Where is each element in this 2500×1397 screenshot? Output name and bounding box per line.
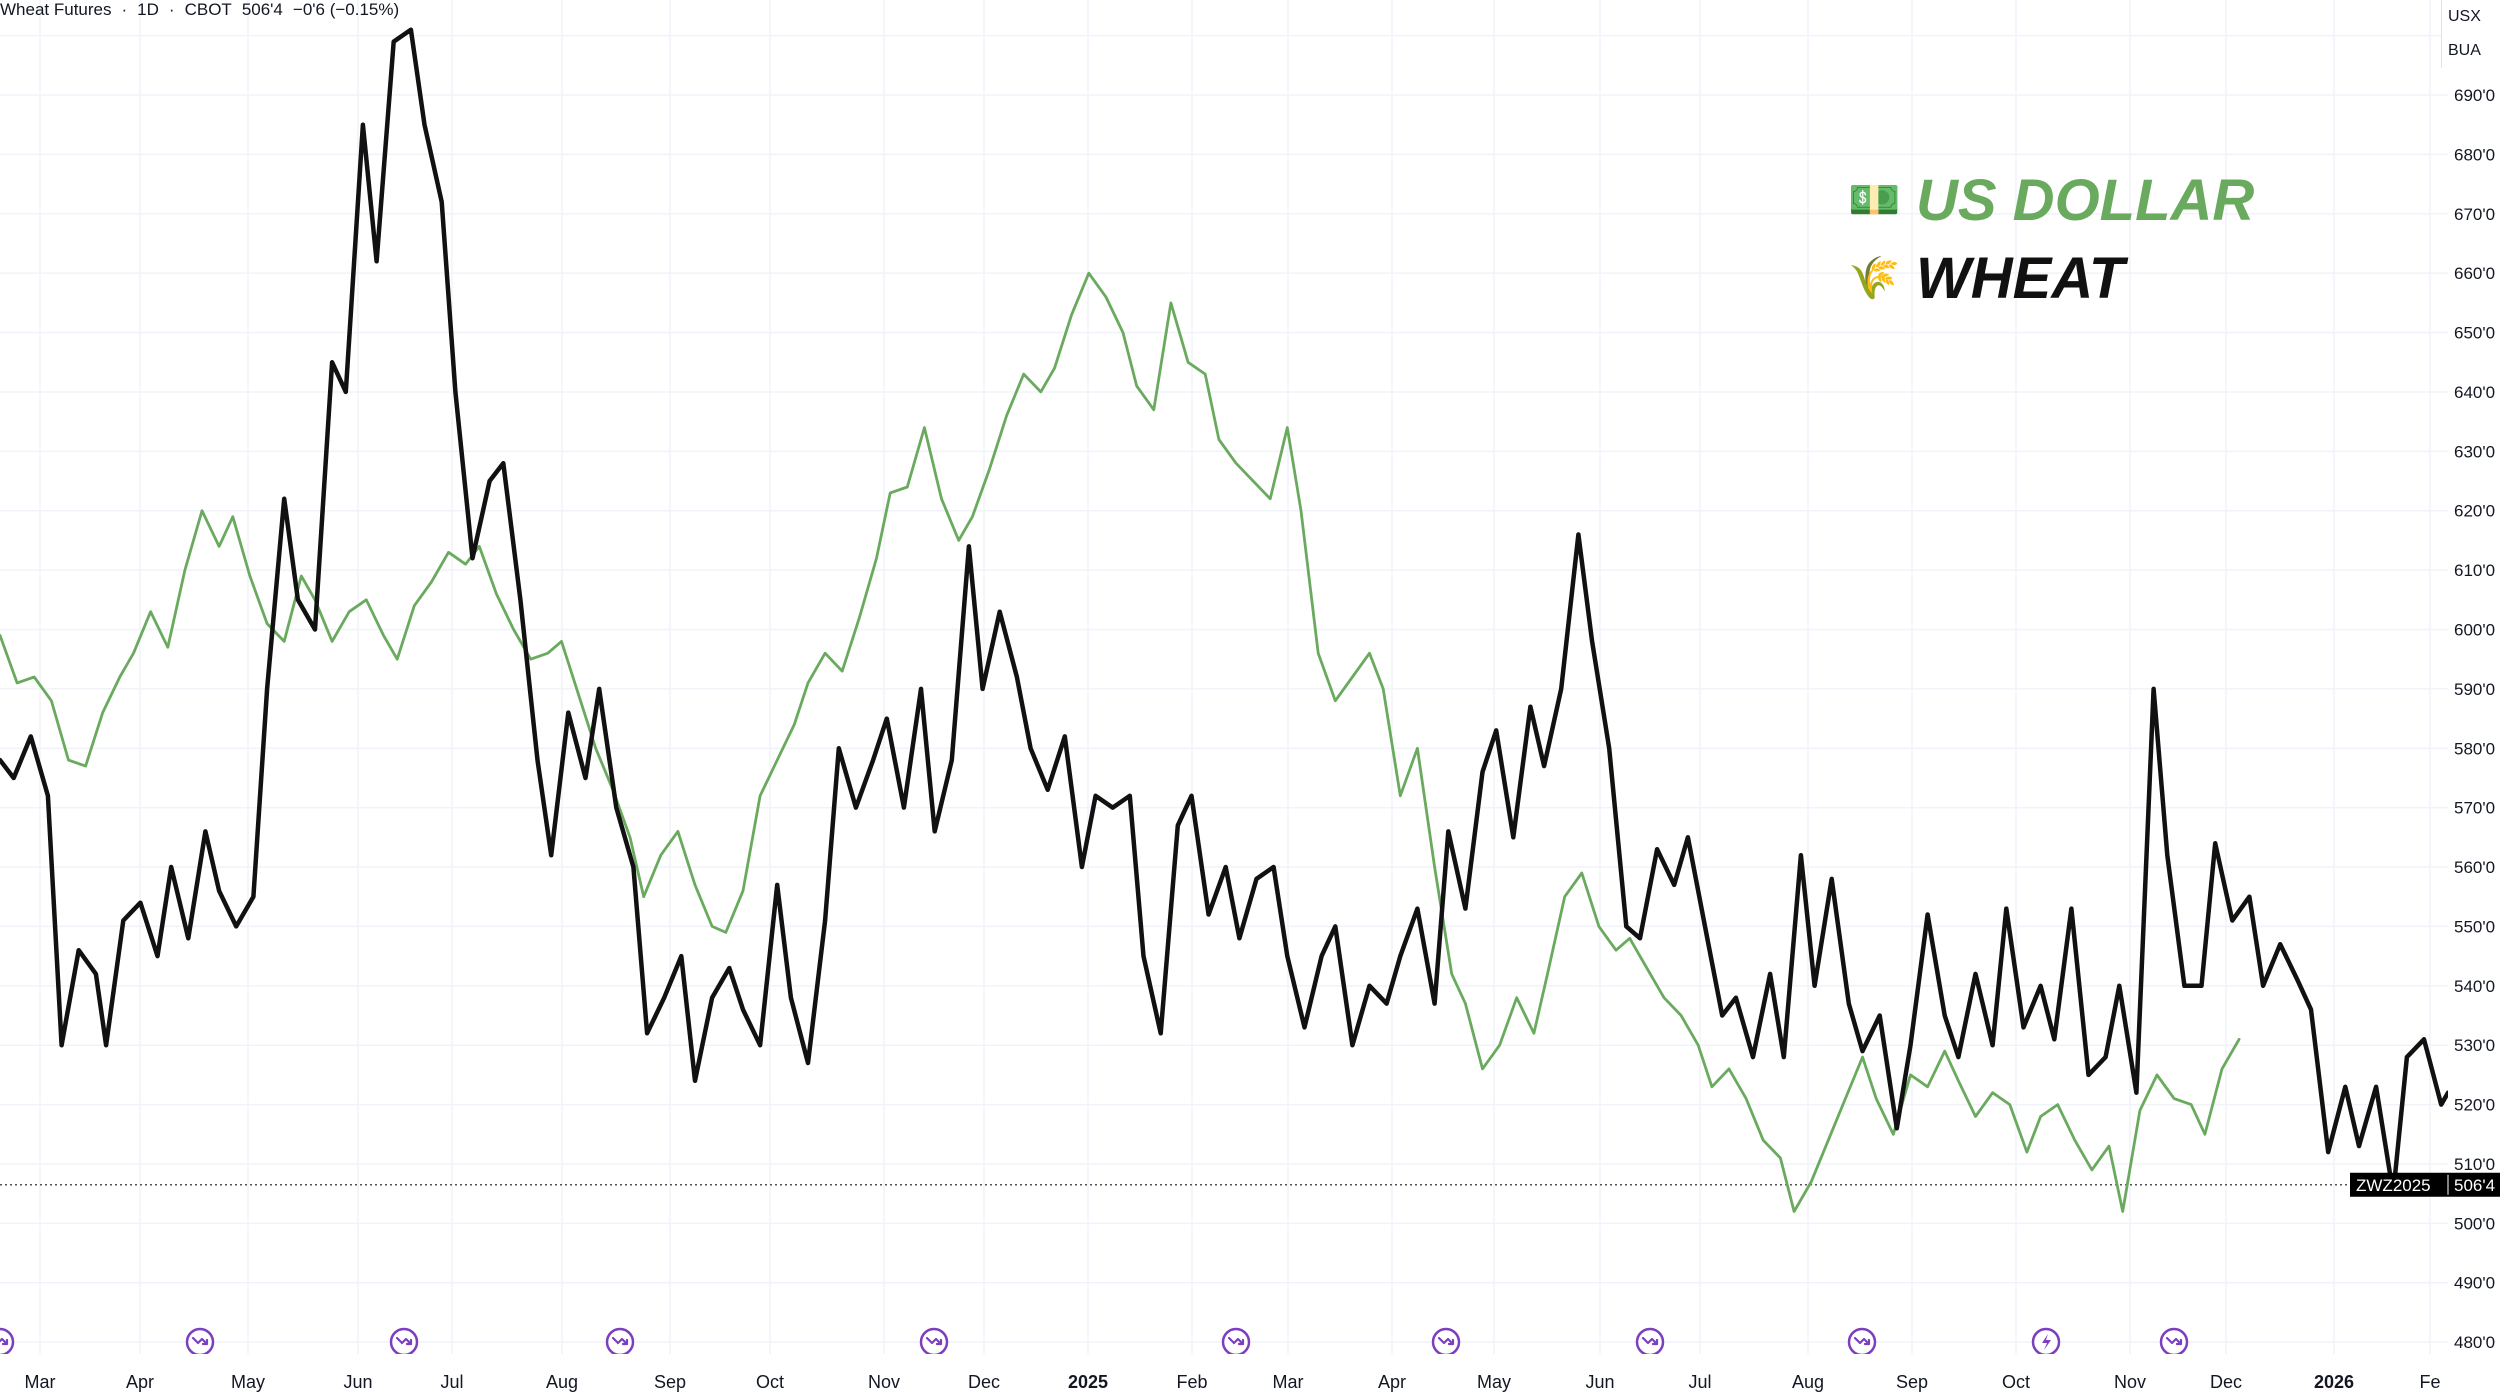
price-tick-label: 630'0 — [2454, 442, 2495, 461]
time-tick-label: Oct — [2002, 1372, 2030, 1392]
dividend-arrow-icon — [921, 1329, 947, 1355]
symbol-name: Wheat Futures — [0, 0, 112, 19]
symbol-header[interactable]: Wheat Futures · 1D · CBOT 506'4 −0'6 (−0.15%) — [0, 0, 409, 20]
unit-currency[interactable]: USX — [2441, 0, 2500, 34]
dividend-arrow-icon — [1849, 1329, 1875, 1355]
dividend-arrow-icon — [187, 1329, 213, 1355]
price-tick-label: 490'0 — [2454, 1274, 2495, 1293]
price-tick-label: 590'0 — [2454, 680, 2495, 699]
time-tick-label: Aug — [546, 1372, 578, 1392]
time-tick-label: Mar — [1273, 1372, 1304, 1392]
price-tick-label: 580'0 — [2454, 739, 2495, 758]
time-tick-label: Nov — [868, 1372, 900, 1392]
price-tick-label: 680'0 — [2454, 145, 2495, 164]
price-tick-label: 570'0 — [2454, 799, 2495, 818]
us-dollar-series-line — [0, 273, 2239, 1211]
price-tick-label: 530'0 — [2454, 1036, 2495, 1055]
interval-label: 1D — [137, 0, 159, 19]
last-price-tag-price: 506'4 — [2454, 1176, 2495, 1195]
last-price-tag: ZWZ2025 506'4 — [2350, 1173, 2500, 1197]
dividend-arrow-icon — [0, 1329, 13, 1355]
time-tick-label: May — [1477, 1372, 1511, 1392]
time-tick-label: Apr — [126, 1372, 154, 1392]
price-tick-label: 600'0 — [2454, 620, 2495, 639]
time-tick-label: Jun — [1585, 1372, 1614, 1392]
price-tick-label: 510'0 — [2454, 1155, 2495, 1174]
money-emoji-icon: 💵 — [1848, 176, 1900, 223]
price-tick-label: 690'0 — [2454, 86, 2495, 105]
dividend-arrow-icon — [1223, 1329, 1249, 1355]
time-axis[interactable]: Mar Apr May Jun Jul Aug Sep Oct Nov Dec 2025 Feb Mar… — [0, 1354, 2500, 1392]
price-tick-label: 550'0 — [2454, 917, 2495, 936]
legend-label: WHEAT — [1916, 246, 2129, 311]
time-tick-label: Oct — [756, 1372, 784, 1392]
price-tick-label: 520'0 — [2454, 1096, 2495, 1115]
price-tick-label: 650'0 — [2454, 324, 2495, 343]
price-change: −0'6 (−0.15%) — [293, 0, 399, 19]
time-tick-label: Sep — [654, 1372, 686, 1392]
time-tick-label: Fe — [2419, 1372, 2440, 1392]
unit-measure[interactable]: BUA — [2441, 34, 2500, 68]
time-tick-label: Mar — [25, 1372, 56, 1392]
header-separator: · — [122, 0, 128, 19]
time-tick-label: May — [231, 1372, 265, 1392]
dividend-arrow-icon — [1433, 1329, 1459, 1355]
exchange-label: CBOT — [185, 0, 232, 19]
time-tick-label: Feb — [1176, 1372, 1207, 1392]
time-tick-label: Jul — [1688, 1372, 1711, 1392]
lightning-icon — [2033, 1329, 2059, 1355]
time-tick-label: Jul — [440, 1372, 463, 1392]
price-tick-label: 670'0 — [2454, 205, 2495, 224]
dividend-arrow-icon — [2161, 1329, 2187, 1355]
last-price-tag-symbol: ZWZ2025 — [2356, 1176, 2431, 1195]
time-tick-label: Dec — [2210, 1372, 2242, 1392]
price-scale-background — [2448, 0, 2500, 1354]
price-tick-label: 620'0 — [2454, 502, 2495, 521]
time-tick-label: Nov — [2114, 1372, 2146, 1392]
dividend-arrow-icon — [1637, 1329, 1663, 1355]
time-tick-label: Aug — [1792, 1372, 1824, 1392]
price-tick-label: 610'0 — [2454, 561, 2495, 580]
time-tick-label: Apr — [1378, 1372, 1406, 1392]
dividend-arrow-icon — [607, 1329, 633, 1355]
price-scale[interactable]: 700'0690'0680'0670'0660'0650'0640'0630'0… — [2448, 0, 2500, 1354]
price-tick-label: 540'0 — [2454, 977, 2495, 996]
legend-label: US DOLLAR — [1916, 168, 2254, 233]
time-tick-label: Jun — [343, 1372, 372, 1392]
wheat-emoji-icon: 🌾 — [1848, 254, 1900, 301]
header-separator: · — [169, 0, 175, 19]
price-tick-label: 500'0 — [2454, 1214, 2495, 1233]
time-tick-label: 2025 — [1068, 1372, 1108, 1392]
legend: 💵 US DOLLAR 🌾 WHEAT — [1848, 168, 2254, 311]
time-tick-label: Dec — [968, 1372, 1000, 1392]
time-tick-label: Sep — [1896, 1372, 1928, 1392]
last-price: 506'4 — [242, 0, 283, 19]
price-tick-label: 660'0 — [2454, 264, 2495, 283]
time-tick-label: 2026 — [2314, 1372, 2354, 1392]
price-tick-label: 640'0 — [2454, 383, 2495, 402]
price-tick-label: 480'0 — [2454, 1333, 2495, 1352]
dividend-arrow-icon — [391, 1329, 417, 1355]
price-tick-label: 560'0 — [2454, 858, 2495, 877]
